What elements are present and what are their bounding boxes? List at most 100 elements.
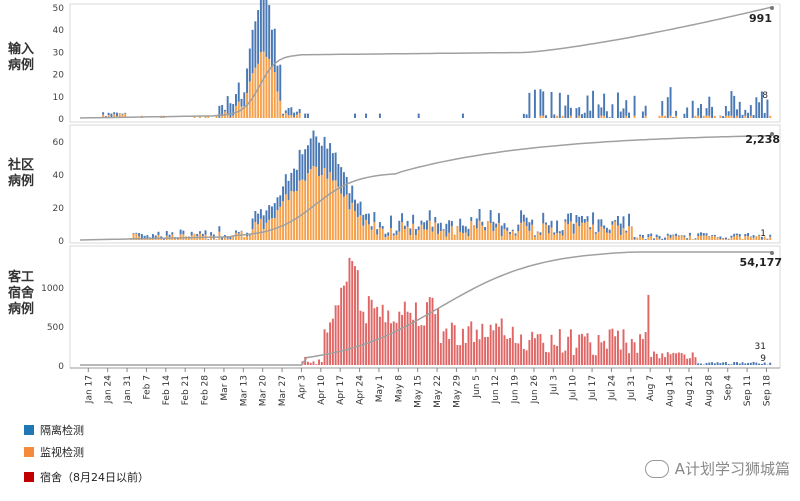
bar-dorm-231 bbox=[719, 363, 721, 365]
bar-dorm-89 bbox=[326, 333, 328, 365]
bar-community-quar-118 bbox=[407, 221, 409, 227]
x-tick-label-32: Aug 28 bbox=[704, 375, 714, 407]
bar-imported-quar-16 bbox=[124, 113, 126, 114]
x-tick-label-25: Jul 10 bbox=[569, 375, 579, 401]
bar-community-quar-183 bbox=[587, 216, 589, 221]
bar-community-surv-221 bbox=[692, 239, 694, 240]
bar-community-quar-47 bbox=[210, 232, 212, 235]
bar-imported-quar-72 bbox=[279, 65, 281, 101]
bar-community-quar-232 bbox=[722, 238, 724, 239]
bar-dorm-205 bbox=[647, 295, 649, 365]
bar-imported-quar-99 bbox=[354, 114, 356, 118]
bar-community-surv-184 bbox=[589, 229, 591, 240]
bar-community-quar-128 bbox=[434, 217, 436, 222]
bar-imported-quar-81 bbox=[304, 114, 306, 118]
bar-imported-quar-75 bbox=[288, 108, 290, 115]
bar-dorm-235 bbox=[730, 364, 732, 365]
legend-item-surveillance: 监视检测 bbox=[24, 444, 84, 460]
bar-community-quar-99 bbox=[354, 200, 356, 211]
x-tick-label-13: Apr 17 bbox=[336, 375, 346, 405]
bar-dorm-128 bbox=[434, 314, 436, 365]
bar-imported-surv-75 bbox=[288, 115, 290, 118]
x-tick-label-16: May 8 bbox=[394, 375, 404, 402]
bar-imported-quar-76 bbox=[290, 107, 292, 115]
wechat-icon bbox=[645, 460, 669, 478]
bar-community-surv-153 bbox=[504, 229, 506, 240]
bar-dorm-226 bbox=[706, 363, 708, 365]
bar-community-surv-240 bbox=[744, 236, 746, 240]
bar-dorm-194 bbox=[617, 331, 619, 365]
bar-community-quar-63 bbox=[254, 211, 256, 222]
bar-community-quar-112 bbox=[390, 216, 392, 228]
bar-community-quar-225 bbox=[703, 233, 705, 235]
y-tick-label-0-2: 20 bbox=[53, 71, 65, 81]
bar-community-quar-215 bbox=[675, 234, 677, 236]
bar-community-surv-156 bbox=[512, 231, 514, 240]
bar-community-quar-62 bbox=[252, 218, 254, 229]
bar-imported-quar-59 bbox=[243, 92, 245, 106]
bar-community-quar-87 bbox=[321, 146, 323, 175]
bar-community-surv-75 bbox=[288, 200, 290, 240]
bar-dorm-207 bbox=[653, 352, 655, 365]
bar-imported-quar-162 bbox=[528, 93, 530, 118]
bar-imported-surv-237 bbox=[736, 116, 738, 118]
bar-dorm-83 bbox=[310, 363, 312, 365]
x-tick-label-18: May 22 bbox=[433, 375, 443, 408]
bar-community-surv-161 bbox=[526, 226, 528, 240]
bar-dorm-175 bbox=[564, 351, 566, 365]
x-tick-label-22: Jun 19 bbox=[511, 375, 521, 405]
bar-community-surv-144 bbox=[479, 221, 481, 240]
watermark: A计划学习狮城篇 bbox=[645, 458, 790, 479]
bar-community-surv-233 bbox=[725, 239, 727, 240]
bar-community-surv-180 bbox=[578, 226, 580, 240]
bar-dorm-149 bbox=[492, 330, 494, 365]
bar-imported-quar-171 bbox=[553, 114, 555, 118]
bar-community-surv-249 bbox=[769, 237, 771, 240]
bar-imported-quar-79 bbox=[299, 109, 301, 113]
bar-community-quar-152 bbox=[501, 226, 503, 236]
bar-community-surv-105 bbox=[371, 230, 373, 240]
bar-dorm-242 bbox=[750, 363, 752, 365]
bar-community-quar-161 bbox=[526, 218, 528, 227]
bar-community-surv-192 bbox=[611, 225, 613, 240]
bar-dorm-191 bbox=[609, 329, 611, 365]
bar-dorm-126 bbox=[429, 297, 431, 365]
bar-dorm-115 bbox=[398, 312, 400, 365]
bar-community-surv-162 bbox=[528, 231, 530, 240]
bar-dorm-204 bbox=[645, 332, 647, 365]
bar-community-quar-231 bbox=[719, 236, 721, 239]
bar-community-surv-208 bbox=[656, 237, 658, 240]
bar-community-surv-202 bbox=[639, 236, 641, 240]
bar-community-surv-199 bbox=[631, 227, 633, 240]
bar-imported-surv-213 bbox=[670, 116, 672, 118]
bar-dorm-154 bbox=[506, 339, 508, 365]
bar-imported-quar-218 bbox=[683, 114, 685, 118]
bar-imported-quar-10 bbox=[108, 113, 110, 115]
bar-community-surv-197 bbox=[625, 233, 627, 240]
legend-item-quarantine: 隔离检测 bbox=[24, 422, 84, 438]
bar-community-quar-242 bbox=[750, 237, 752, 238]
bar-community-surv-136 bbox=[456, 226, 458, 240]
bar-imported-surv-231 bbox=[719, 116, 721, 118]
y-tick-label-1-0: 0 bbox=[58, 237, 64, 247]
bar-dorm-228 bbox=[711, 362, 713, 365]
bar-dorm-141 bbox=[470, 321, 472, 365]
bar-dorm-102 bbox=[362, 312, 364, 365]
bar-imported-quar-71 bbox=[277, 66, 279, 92]
bar-community-surv-133 bbox=[448, 233, 450, 240]
bar-dorm-140 bbox=[468, 326, 470, 365]
bar-community-surv-175 bbox=[564, 222, 566, 240]
bar-imported-quar-63 bbox=[254, 21, 256, 67]
bar-dorm-188 bbox=[600, 342, 602, 365]
bar-dorm-200 bbox=[634, 342, 636, 365]
bar-community-surv-87 bbox=[321, 175, 323, 240]
bar-imported-quar-54 bbox=[229, 103, 231, 117]
bar-community-surv-154 bbox=[506, 231, 508, 240]
bar-community-quar-79 bbox=[299, 150, 301, 181]
bar-community-quar-69 bbox=[271, 206, 273, 218]
bar-community-quar-153 bbox=[504, 223, 506, 229]
y-tick-label-2-0: 0 bbox=[58, 362, 64, 372]
bar-community-surv-63 bbox=[254, 222, 256, 240]
bar-community-quar-162 bbox=[528, 222, 530, 231]
bar-imported-quar-180 bbox=[578, 107, 580, 116]
